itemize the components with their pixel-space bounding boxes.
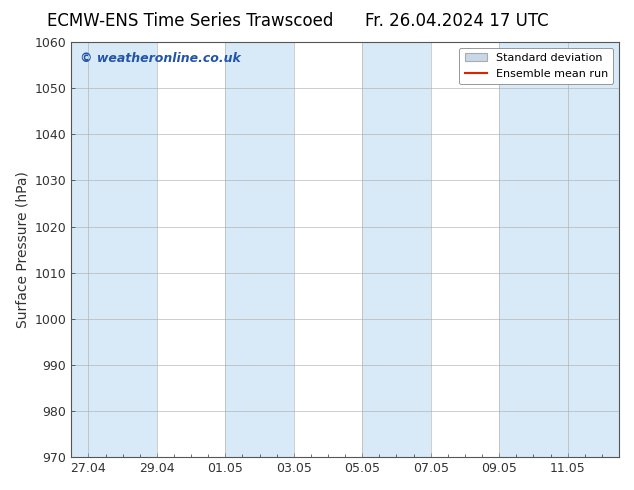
Bar bbox=[225, 42, 294, 457]
Bar bbox=[499, 42, 619, 457]
Legend: Standard deviation, Ensemble mean run: Standard deviation, Ensemble mean run bbox=[459, 48, 614, 84]
Text: ECMW-ENS Time Series Trawscoed: ECMW-ENS Time Series Trawscoed bbox=[47, 12, 333, 30]
Text: © weatheronline.co.uk: © weatheronline.co.uk bbox=[79, 52, 240, 66]
Y-axis label: Surface Pressure (hPa): Surface Pressure (hPa) bbox=[15, 171, 29, 328]
Bar bbox=[71, 42, 157, 457]
Bar bbox=[362, 42, 430, 457]
Text: Fr. 26.04.2024 17 UTC: Fr. 26.04.2024 17 UTC bbox=[365, 12, 548, 30]
